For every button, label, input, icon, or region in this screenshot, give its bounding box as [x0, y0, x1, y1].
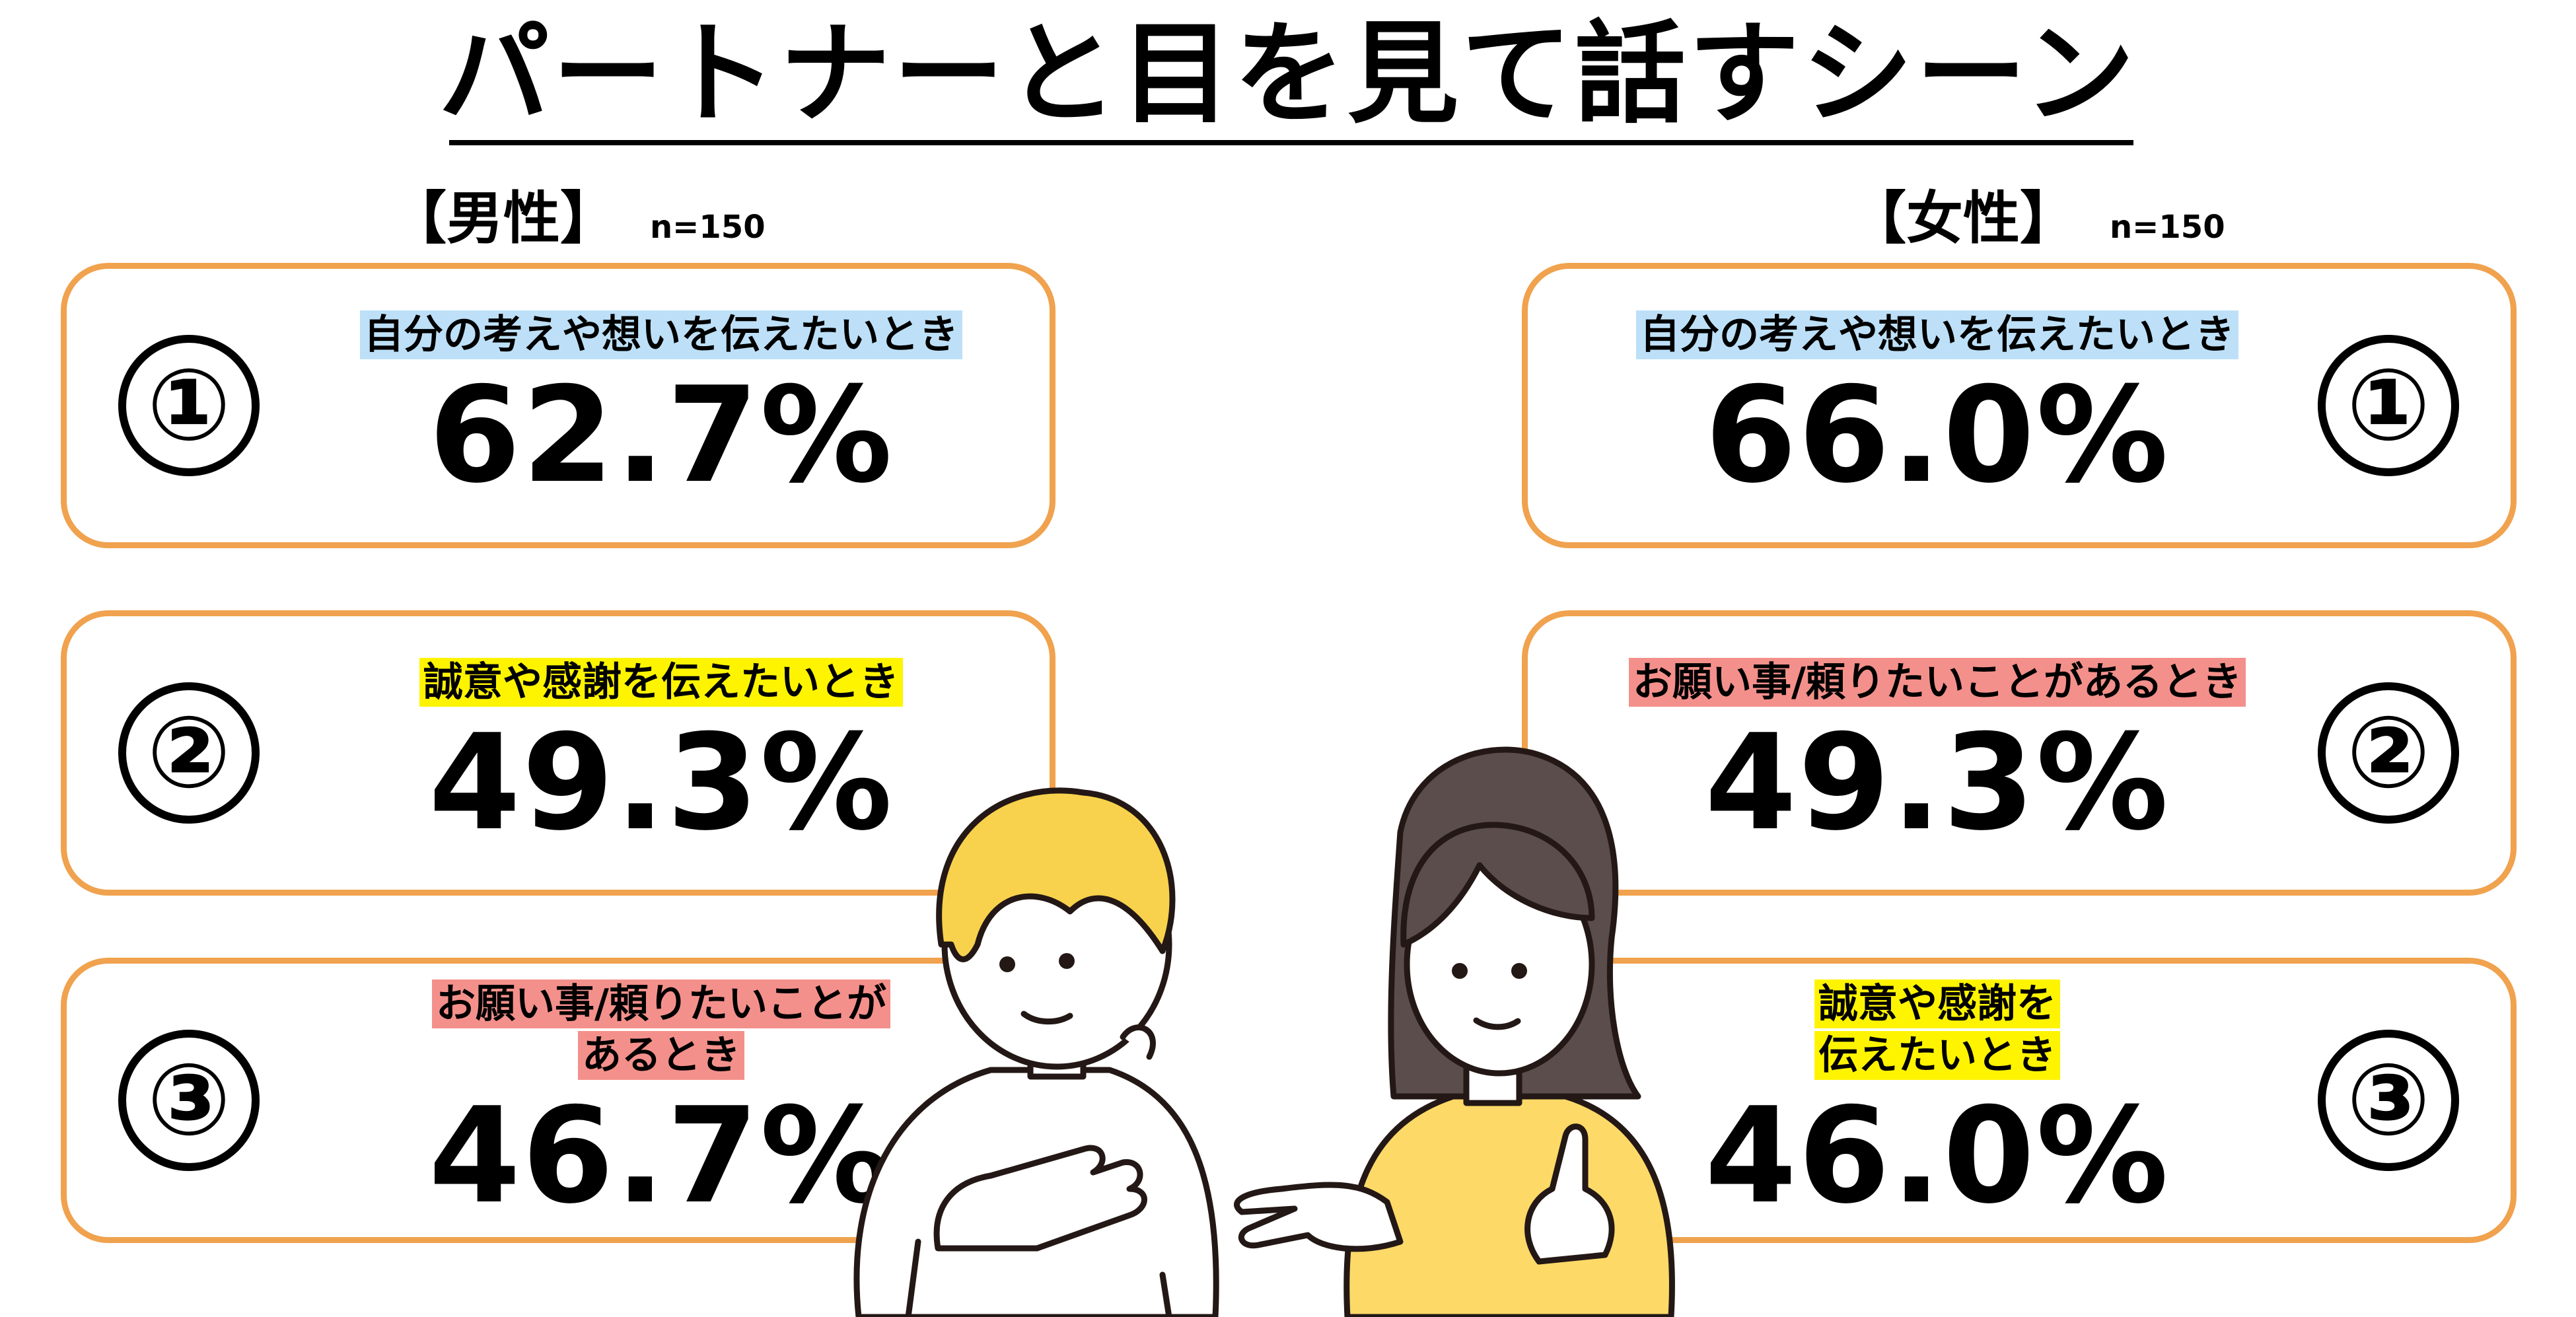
male-rank-1-card: ① 自分の考えや想いを伝えたいとき 62.7%	[61, 263, 1055, 548]
male-rank-2-card: ② 誠意や感謝を伝えたいとき 49.3%	[61, 610, 1055, 896]
female-rank-2-reason: お願い事/頼りたいことがあるとき	[1629, 658, 2246, 707]
male-rank-2-content: 誠意や感謝を伝えたいとき 49.3%	[285, 616, 1038, 890]
male-header: 【男性】 n=150	[390, 172, 766, 252]
man-touching-chest-icon	[853, 787, 1219, 1317]
female-rank-3-content: 誠意や感謝を 伝えたいとき 46.0%	[1561, 964, 2314, 1237]
rank-2-badge: ②	[118, 682, 260, 824]
couple-illustration	[853, 746, 1675, 1317]
rank-1-badge: ①	[2318, 335, 2459, 476]
woman-gesturing-icon	[1234, 746, 1675, 1317]
page-title: パートナーと目を見て話すシーン	[439, 9, 2137, 139]
female-label: 【女性】	[1849, 186, 2077, 252]
female-rank-1-value: 66.0%	[1705, 359, 2170, 513]
female-rank-1-content: 自分の考えや想いを伝えたいとき 66.0%	[1561, 269, 2314, 542]
female-rank-3-reason-line1: 誠意や感謝を	[1814, 979, 2060, 1028]
male-rank-1-value: 62.7%	[429, 359, 894, 513]
female-rank-3-value: 46.0%	[1705, 1079, 2170, 1233]
rank-1-badge: ①	[118, 335, 260, 476]
male-sample-size: n=150	[650, 209, 766, 246]
male-rank-2-value: 49.3%	[429, 706, 894, 860]
female-rank-2-value: 49.3%	[1705, 706, 2170, 860]
female-sample-size: n=150	[2110, 209, 2225, 246]
female-rank-2-content: お願い事/頼りたいことがあるとき 49.3%	[1561, 616, 2314, 890]
male-rank-1-reason: 自分の考えや想いを伝えたいとき	[360, 310, 962, 359]
female-rank-2-card: ② お願い事/頼りたいことがあるとき 49.3%	[1522, 610, 2517, 896]
male-rank-3-card: ③ お願い事/頼りたいことが あるとき 46.7%	[61, 958, 1055, 1243]
male-rank-3-content: お願い事/頼りたいことが あるとき 46.7%	[285, 964, 1038, 1237]
female-header: 【女性】 n=150	[1849, 172, 2225, 252]
female-rank-1-card: ① 自分の考えや想いを伝えたいとき 66.0%	[1522, 263, 2517, 548]
female-rank-3-reason-line2: 伝えたいとき	[1814, 1031, 2060, 1080]
male-rank-3-reason-line2: あるとき	[577, 1031, 744, 1080]
male-label: 【男性】	[390, 186, 617, 252]
male-rank-2-reason: 誠意や感謝を伝えたいとき	[419, 658, 903, 707]
female-rank-1-reason: 自分の考えや想いを伝えたいとき	[1636, 310, 2238, 359]
male-rank-3-value: 46.7%	[429, 1079, 894, 1233]
title-underline	[449, 140, 2133, 145]
rank-3-badge: ③	[118, 1030, 260, 1171]
male-rank-1-content: 自分の考えや想いを伝えたいとき 62.7%	[285, 269, 1038, 542]
male-rank-3-reason-line1: お願い事/頼りたいことが	[432, 979, 890, 1028]
rank-2-badge: ②	[2318, 682, 2459, 824]
rank-3-badge: ③	[2318, 1030, 2459, 1171]
female-rank-3-card: ③ 誠意や感謝を 伝えたいとき 46.0%	[1522, 958, 2517, 1243]
